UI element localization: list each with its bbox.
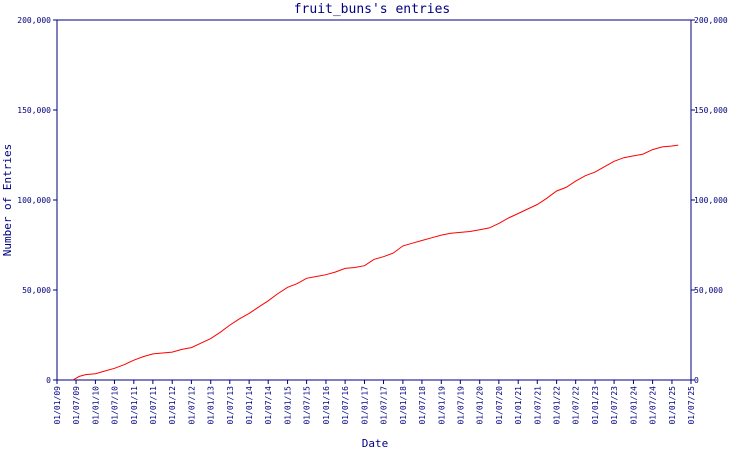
x-tick-label: 01/07/23	[610, 386, 619, 425]
x-tick-label: 01/07/15	[303, 386, 312, 425]
x-tick-label: 01/01/23	[591, 386, 600, 425]
y-tick-label-left: 200,000	[17, 16, 51, 25]
x-tick-label: 01/01/13	[207, 386, 216, 425]
x-tick-label: 01/01/18	[399, 386, 408, 425]
x-tick-label: 01/07/19	[456, 386, 465, 425]
x-tick-label: 01/07/13	[226, 386, 235, 425]
x-tick-label: 01/01/15	[284, 386, 293, 425]
y-tick-label-right: 100,000	[694, 196, 728, 205]
x-tick-label: 01/01/25	[668, 386, 677, 425]
x-tick-label: 01/07/18	[418, 386, 427, 425]
x-tick-label: 01/07/20	[495, 386, 504, 425]
y-axis-right: 0 50,000 100,000 150,000 200,000	[691, 16, 728, 385]
x-tick-label: 01/07/10	[110, 386, 119, 425]
x-tick-label: 01/07/12	[187, 386, 196, 425]
y-tick-label-right: 0	[694, 376, 699, 385]
y-tick-label-right: 150,000	[694, 106, 728, 115]
x-tick-label: 01/01/14	[245, 386, 254, 425]
x-tick-label: 01/07/25	[687, 386, 696, 425]
x-tick-label: 01/01/12	[168, 386, 177, 425]
x-tick-label: 01/01/21	[514, 386, 523, 425]
x-tick-label: 01/01/16	[322, 386, 331, 425]
x-tick-label: 01/01/19	[437, 386, 446, 425]
x-tick-label: 01/01/17	[360, 386, 369, 425]
x-tick-label: 01/07/16	[341, 386, 350, 425]
y-tick-label-left: 150,000	[17, 106, 51, 115]
x-tick-label: 01/01/22	[553, 386, 562, 425]
x-tick-label: 01/07/17	[380, 386, 389, 425]
y-axis-label: Number of Entries	[1, 144, 14, 257]
x-tick-label: 01/07/14	[264, 386, 273, 425]
y-tick-label-left: 0	[46, 376, 51, 385]
x-tick-label: 01/01/11	[130, 386, 139, 425]
x-tick-label: 01/07/09	[72, 386, 81, 425]
x-tick-label: 01/01/24	[629, 386, 638, 425]
x-tick-label: 01/01/10	[91, 386, 100, 425]
x-tick-label: 01/01/09	[53, 386, 62, 425]
y-tick-label-left: 100,000	[17, 196, 51, 205]
series-line	[72, 144, 679, 381]
x-axis: 01/01/09 01/07/09 01/01/10 01/07/10 01/01/11…	[53, 380, 696, 425]
y-tick-label-right: 50,000	[694, 286, 723, 295]
x-axis-label: Date	[362, 437, 389, 450]
x-tick-label: 01/07/11	[149, 386, 158, 425]
plot-frame	[56, 19, 692, 381]
x-tick-label: 01/07/22	[572, 386, 581, 425]
chart-title: fruit_buns's entries	[294, 2, 451, 17]
x-tick-label: 01/01/20	[476, 386, 485, 425]
y-tick-label-right: 200,000	[694, 16, 728, 25]
y-tick-label-left: 50,000	[22, 286, 51, 295]
y-axis-left: 0 50,000 100,000 150,000 200,000	[17, 16, 57, 385]
x-tick-label: 01/07/21	[533, 386, 542, 425]
x-tick-label: 01/07/24	[649, 386, 658, 425]
